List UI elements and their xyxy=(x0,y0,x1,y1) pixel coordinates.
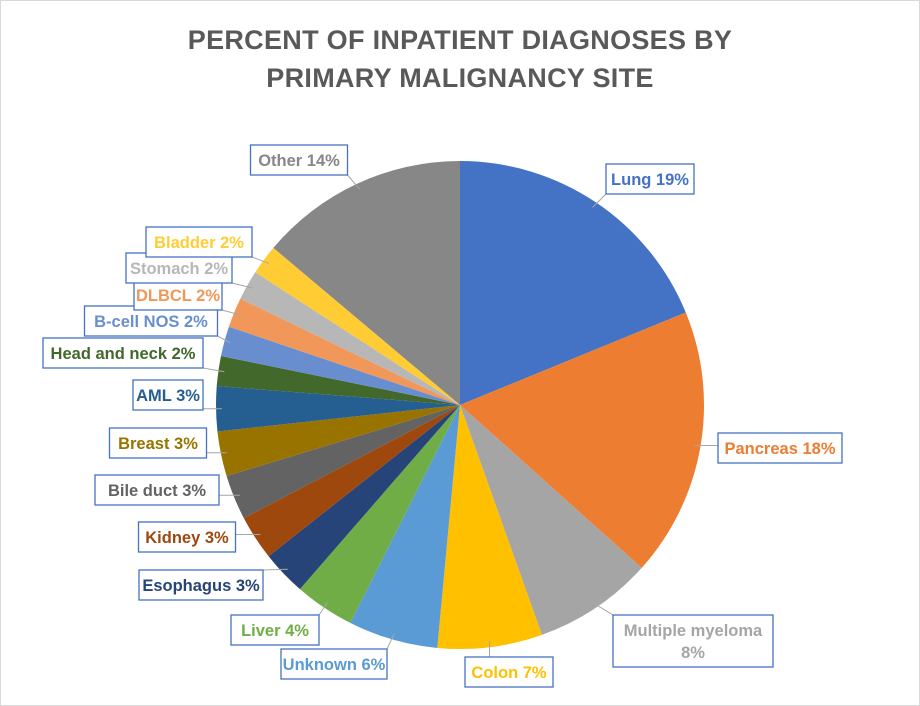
leader-line-liver xyxy=(318,602,328,616)
pie-slice-b-cell-nos xyxy=(220,326,460,405)
pie-slice-kidney xyxy=(243,405,460,557)
leader-line-stomach xyxy=(231,282,253,289)
data-label-colon: Colon 7% xyxy=(471,664,546,682)
leader-line-bladder xyxy=(251,256,269,264)
leader-lines xyxy=(202,174,718,657)
data-label-esophagus: Esophagus 3% xyxy=(142,577,260,595)
pie-slice-head-and-neck xyxy=(216,356,460,405)
pie-slice-liver xyxy=(299,405,460,623)
data-label-kidney: Kidney 3% xyxy=(145,529,229,547)
pie-slice-stomach xyxy=(240,272,460,405)
data-label-bile-duct: Bile duct 3% xyxy=(108,482,206,500)
label-box-esophagus xyxy=(138,569,264,601)
pie-slice-colon xyxy=(437,405,542,650)
label-box-bile-duct xyxy=(94,474,220,506)
label-box-b-cell-nos xyxy=(83,305,219,337)
data-label-stomach: Stomach 2% xyxy=(130,260,228,278)
data-label-bladder: Bladder 2% xyxy=(154,234,244,252)
label-box-dlbcl xyxy=(133,279,223,311)
label-box-multiple-myeloma xyxy=(612,614,774,668)
pie-slice-lung xyxy=(460,160,686,405)
chart-title-line-2: PRIMARY MALIGNANCY SITE xyxy=(266,63,654,93)
label-box-breast xyxy=(108,427,208,459)
pie-slice-multiple-myeloma xyxy=(460,405,642,635)
data-label-b-cell-nos: B-cell NOS 2% xyxy=(94,313,208,331)
data-label-breast: Breast 3% xyxy=(118,435,198,453)
label-box-stomach xyxy=(125,252,233,284)
pie-slice-esophagus xyxy=(268,405,460,590)
data-label-lung: Lung 19% xyxy=(611,171,689,189)
pie-slice-unknown xyxy=(350,405,460,648)
label-box-aml xyxy=(132,379,204,411)
pie-slice-breast xyxy=(217,405,460,477)
label-box-unknown xyxy=(280,648,388,680)
leader-line-b-cell-nos xyxy=(217,335,231,344)
label-box-colon xyxy=(464,656,554,688)
data-label-aml: AML 3% xyxy=(136,387,200,405)
leader-line-lung xyxy=(592,193,607,208)
label-box-liver xyxy=(230,614,320,646)
leader-line-esophagus xyxy=(262,568,288,571)
chart-title-line-1: PERCENT OF INPATIENT DIAGNOSES BY xyxy=(187,25,733,55)
leader-line-unknown xyxy=(386,633,395,650)
data-label-unknown: Unknown 6% xyxy=(283,656,386,674)
leader-line-head-and-neck xyxy=(202,367,225,373)
label-box-pancreas xyxy=(717,432,843,464)
chart-title: PERCENT OF INPATIENT DIAGNOSES BY PRIMAR… xyxy=(1,21,919,97)
label-box-kidney xyxy=(137,521,237,553)
pie-slice-dlbcl xyxy=(228,298,460,405)
leader-line-other xyxy=(347,174,360,190)
pie-slice-aml xyxy=(215,386,460,432)
label-box-head-and-neck xyxy=(42,337,204,369)
pie-slice-bile-duct xyxy=(226,405,460,519)
data-label-other: Other 14% xyxy=(258,152,340,170)
leader-line-multiple-myeloma xyxy=(592,602,614,616)
data-label-multiple-myeloma: Multiple myeloma 8% xyxy=(624,622,763,662)
leader-line-dlbcl xyxy=(221,309,240,316)
pie-slice-bladder xyxy=(255,247,460,405)
data-label-liver: Liver 4% xyxy=(241,622,309,640)
data-label-head-and-neck: Head and neck 2% xyxy=(51,345,196,363)
data-labels: Lung 19% Pancreas 18% Multiple myeloma 8% Co… xyxy=(42,144,843,688)
pie-slice-other xyxy=(273,161,460,405)
data-label-pancreas: Pancreas 18% xyxy=(725,440,836,458)
pie-slice-pancreas xyxy=(460,312,705,568)
label-box-lung xyxy=(605,163,695,195)
pie-slices xyxy=(215,160,705,650)
data-label-dlbcl: DLBCL 2% xyxy=(136,287,220,305)
label-box-other xyxy=(249,144,349,176)
label-box-bladder xyxy=(145,226,253,258)
